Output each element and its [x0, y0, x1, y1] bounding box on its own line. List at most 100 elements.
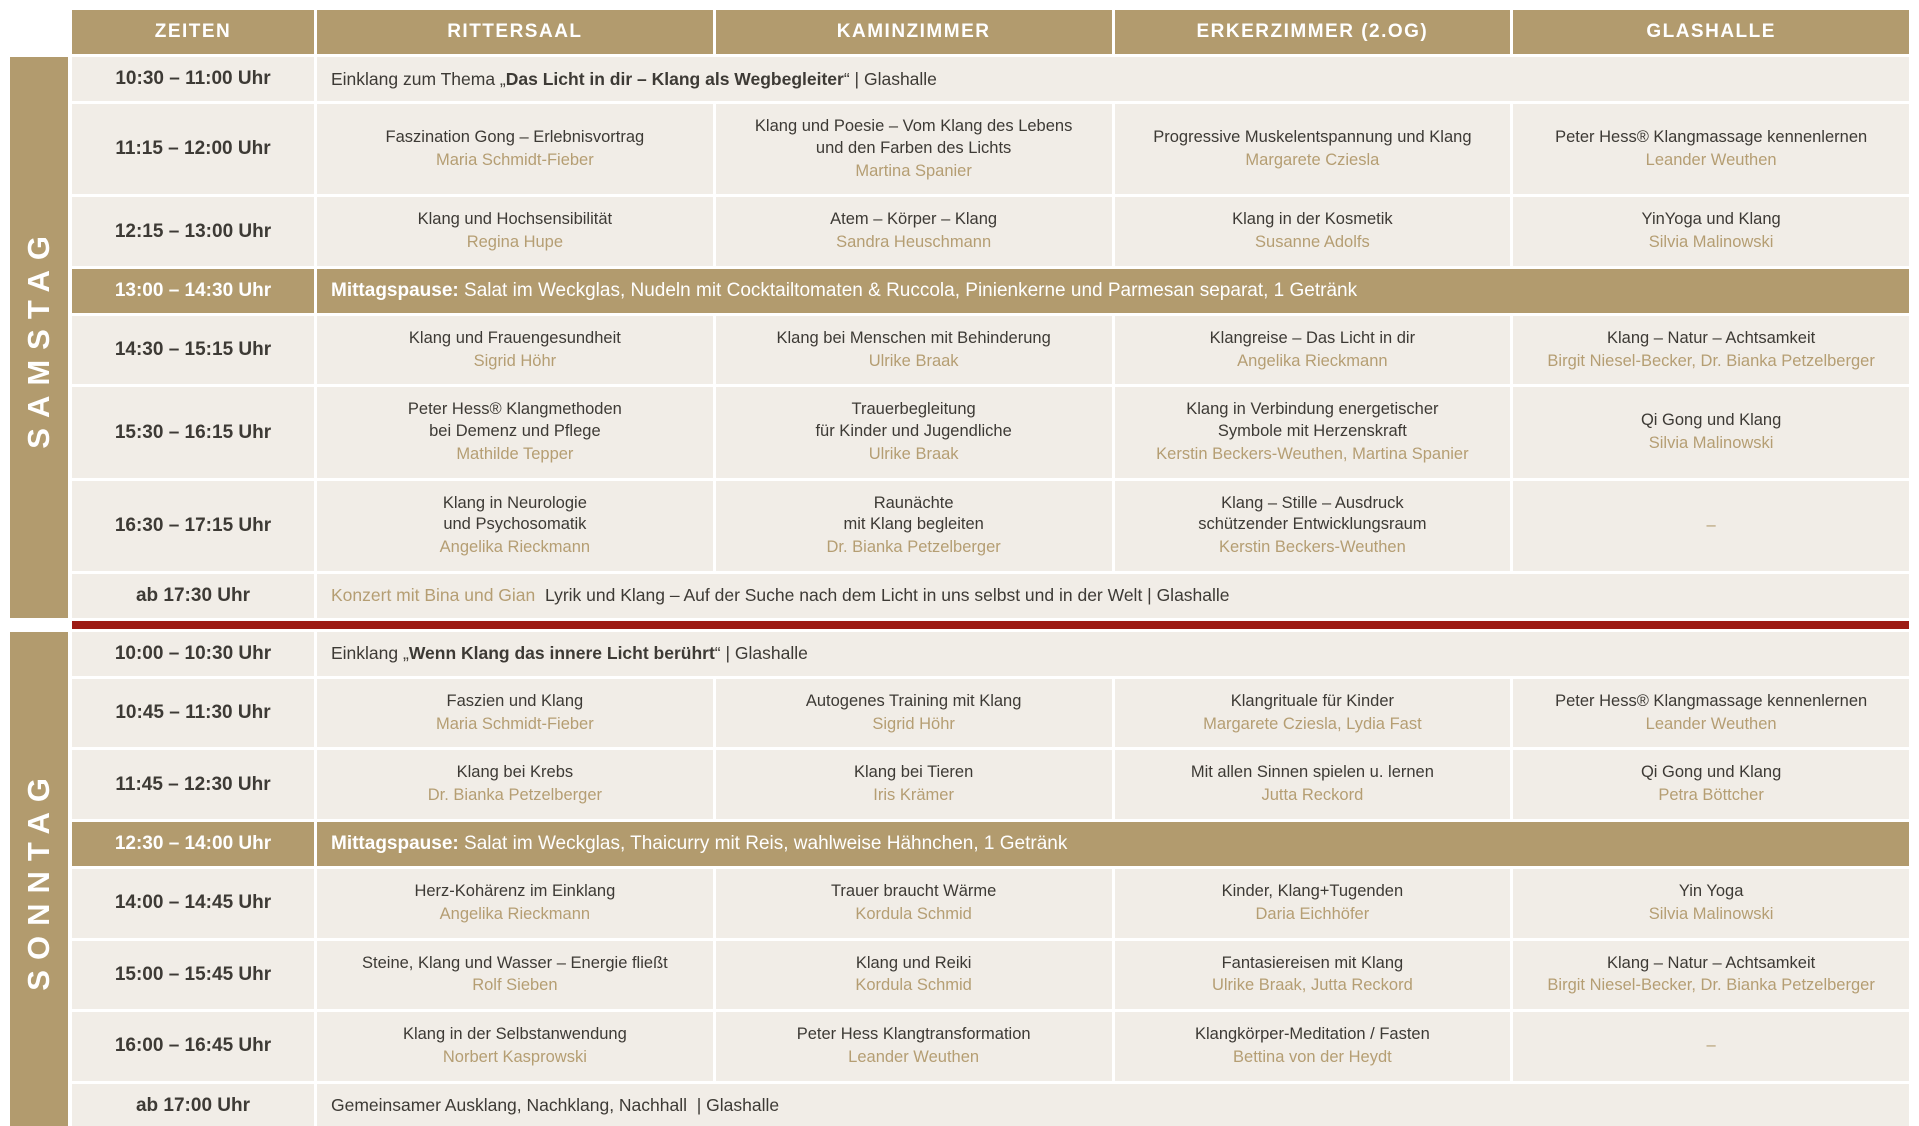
session-cell: Klang – Stille – Ausdruck schützender En… [1114, 480, 1511, 571]
schedule-row-sessions: 14:30 – 15:15 Uhr Klang und Frauengesundh… [72, 315, 1909, 385]
text-segment: Lyrik und Klang – Auf der Suche nach dem… [535, 585, 1230, 606]
day-divider [72, 620, 1909, 629]
session-cell: – [1513, 1012, 1909, 1081]
session-title: Faszination Gong – Erlebnisvortrag [385, 127, 645, 146]
session-speaker: Mathilde Tepper [456, 444, 574, 463]
session-cell: Atem – Körper – Klang Sandra Heuschmann [715, 197, 1112, 266]
session-speaker: Kordula Schmid [855, 904, 972, 923]
session-cell: – [1513, 480, 1909, 571]
session-speaker: Kordula Schmid [855, 976, 972, 995]
schedule-row-banner: 10:00 – 10:30 Uhr Einklang „ Wenn Klang da… [72, 631, 1909, 676]
time-cell: ab 17:00 Uhr [72, 1083, 314, 1126]
time-cell: 15:00 – 15:45 Uhr [72, 940, 314, 1010]
session-speaker: Silvia Malinowski [1648, 904, 1774, 923]
session-speaker: Birgit Niesel-Becker, Dr. Bianka Petzelb… [1547, 976, 1875, 995]
session-title: Klang bei Krebs [456, 763, 574, 782]
session-title: Progressive Muskelentspannung und Klang [1153, 127, 1472, 146]
session-cell: Klang in Neurologie und Psychosomatik Ang… [317, 480, 713, 571]
text-segment: Konzert mit Bina und Gian [331, 585, 536, 606]
lunch-break-cell: Mittagspause: Salat im Weckglas, Thaicur… [317, 822, 1909, 867]
session-speaker: Margarete Cziesla, Lydia Fast [1203, 714, 1422, 733]
session-speaker: Petra Böttcher [1658, 786, 1764, 805]
session-speaker: Silvia Malinowski [1648, 233, 1774, 252]
session-speaker: Ulrike Braak [868, 444, 959, 463]
time-cell: ab 17:30 Uhr [72, 573, 314, 618]
session-cell: Klang – Natur – Achtsamkeit Birgit Niesel… [1513, 940, 1909, 1010]
session-title: Qi Gong und Klang [1640, 411, 1782, 430]
session-cell: Klang in der Selbstanwendung Norbert Kasp… [317, 1012, 713, 1081]
session-cell: Kinder, Klang+Tugenden Daria Eichhöfer [1114, 869, 1511, 938]
time-cell: 12:30 – 14:00 Uhr [72, 822, 314, 867]
schedule-row-sessions: 11:15 – 12:00 Uhr Faszination Gong – Erle… [72, 104, 1909, 195]
schedule-row-banner: ab 17:30 Uhr Konzert mit Bina und Gian Ly… [72, 573, 1909, 618]
schedule-row-sessions: 10:45 – 11:30 Uhr Faszien und Klang Maria … [72, 678, 1909, 748]
day-rows-samstag: 10:30 – 11:00 Uhr Einklang zum Thema „ Das… [72, 57, 1909, 618]
time-cell: 14:30 – 15:15 Uhr [72, 315, 314, 385]
session-cell: Autogenes Training mit Klang Sigrid Höhr [715, 678, 1112, 748]
session-title: – [1706, 515, 1716, 534]
text-segment: Gemeinsamer Ausklang, Nachklang, Nachhal… [331, 1095, 780, 1116]
session-speaker: Ulrike Braak [868, 351, 959, 370]
session-speaker: Martina Spanier [855, 161, 972, 180]
session-speaker: Kerstin Beckers-Weuthen [1218, 538, 1406, 557]
time-cell: 16:30 – 17:15 Uhr [72, 480, 314, 571]
session-title: Klang in Verbindung energetischer Symbol… [1186, 400, 1439, 441]
session-cell: Faszination Gong – Erlebnisvortrag Maria … [317, 104, 713, 195]
day-bar-sonntag: SONNTAG [10, 631, 68, 1126]
text-segment: Mittagspause: [331, 833, 465, 855]
session-speaker: Ulrike Braak, Jutta Reckord [1211, 976, 1413, 995]
text-segment: Salat im Weckglas, Thaicurry mit Reis, w… [464, 833, 1068, 855]
session-title: Peter Hess® Klangmethoden bei Demenz und… [407, 400, 622, 441]
session-title: Peter Hess® Klangmassage kennenlernen [1555, 691, 1868, 710]
session-cell: Klang bei Menschen mit Behinderung Ulrike… [715, 315, 1112, 385]
session-title: Klang und Frauengesundheit [408, 328, 621, 347]
session-title: Autogenes Training mit Klang [805, 691, 1022, 710]
banner-cell: Konzert mit Bina und Gian Lyrik und Klan… [317, 573, 1909, 618]
session-title: Klangreise – Das Licht in dir [1209, 328, 1416, 347]
banner-cell: Einklang „ Wenn Klang das innere Licht be… [317, 631, 1909, 676]
session-cell: Peter Hess® Klangmassage kennenlernen Lea… [1513, 678, 1909, 748]
session-speaker: Rolf Sieben [472, 976, 558, 995]
text-segment: Das Licht in dir – Klang als Wegbegleite… [505, 68, 844, 89]
session-cell: Fantasiereisen mit Klang Ulrike Braak, Ju… [1114, 940, 1511, 1010]
session-cell: Mit allen Sinnen spielen u. lernen Jutta … [1114, 750, 1511, 820]
session-speaker: Sigrid Höhr [872, 714, 955, 733]
session-speaker: Kerstin Beckers-Weuthen, Martina Spanier [1156, 444, 1469, 463]
session-cell: Qi Gong und Klang Petra Böttcher [1513, 750, 1909, 820]
time-cell: 11:15 – 12:00 Uhr [72, 104, 314, 195]
day-section-samstag: SAMSTAG 10:30 – 11:00 Uhr Einklang zum Th… [10, 57, 1909, 618]
session-speaker: Daria Eichhöfer [1255, 904, 1370, 923]
session-speaker: Angelika Rieckmann [439, 538, 591, 557]
session-speaker: Leander Weuthen [1645, 714, 1777, 733]
schedule-row-sessions: 14:00 – 14:45 Uhr Herz-Kohärenz im Einkla… [72, 869, 1909, 938]
schedule-row-break: 12:30 – 14:00 Uhr Mittagspause: Salat im … [72, 822, 1909, 867]
session-cell: Peter Hess® Klangmassage kennenlernen Lea… [1513, 104, 1909, 195]
text-segment: Wenn Klang das innere Licht berührt [408, 643, 715, 664]
session-cell: Klangkörper-Meditation / Fasten Bettina v… [1114, 1012, 1511, 1081]
session-title: Klang – Natur – Achtsamkeit [1607, 953, 1816, 972]
session-speaker: Bettina von der Heydt [1233, 1047, 1392, 1066]
schedule-row-sessions: 15:00 – 15:45 Uhr Steine, Klang und Wasse… [72, 940, 1909, 1010]
schedule-row-sessions: 16:00 – 16:45 Uhr Klang in der Selbstanwe… [72, 1012, 1909, 1081]
session-title: Steine, Klang und Wasser – Energie fließ… [362, 953, 668, 972]
session-title: Klang in Neurologie und Psychosomatik [442, 493, 587, 534]
text-segment: Einklang „ [331, 643, 409, 664]
session-cell: Klangrituale für Kinder Margarete Cziesla… [1114, 678, 1511, 748]
session-title: Trauerbegleitung für Kinder und Jugendli… [815, 400, 1012, 441]
text-segment: Salat im Weckglas, Nudeln mit Cocktailto… [464, 279, 1358, 301]
session-speaker: Dr. Bianka Petzelberger [826, 538, 1001, 557]
session-title: Klang – Stille – Ausdruck schützender En… [1198, 493, 1427, 534]
session-title: Peter Hess® Klangmassage kennenlernen [1555, 127, 1868, 146]
session-speaker: Regina Hupe [466, 233, 564, 252]
schedule-row-banner: ab 17:00 Uhr Gemeinsamer Ausklang, Nachkl… [72, 1083, 1909, 1126]
session-title: Faszien und Klang [446, 691, 584, 710]
day-section-sonntag: SONNTAG 10:00 – 10:30 Uhr Einklang „ Wenn … [10, 631, 1909, 1126]
session-title: Klang – Natur – Achtsamkeit [1607, 328, 1816, 347]
schedule-row-sessions: 12:15 – 13:00 Uhr Klang und Hochsensibili… [72, 197, 1909, 266]
session-title: Klang in der Kosmetik [1232, 210, 1393, 229]
session-cell: Peter Hess Klangtransformation Leander We… [715, 1012, 1112, 1081]
text-segment: “ | Glashalle [843, 68, 937, 89]
session-cell: Peter Hess® Klangmethoden bei Demenz und… [317, 387, 713, 478]
session-title: YinYoga und Klang [1641, 210, 1781, 229]
